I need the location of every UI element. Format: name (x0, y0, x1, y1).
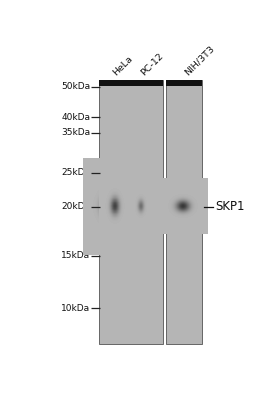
Text: SKP1: SKP1 (215, 200, 245, 213)
Text: 25kDa: 25kDa (61, 168, 90, 177)
Text: 20kDa: 20kDa (61, 202, 90, 211)
Text: 35kDa: 35kDa (61, 128, 90, 137)
Text: 50kDa: 50kDa (61, 82, 90, 91)
Text: HeLa: HeLa (111, 54, 134, 77)
Text: 40kDa: 40kDa (61, 113, 90, 122)
Bar (99, 80, 163, 344)
Bar (99, 80, 163, 86)
Bar (166, 80, 203, 344)
Text: NIH/3T3: NIH/3T3 (182, 44, 216, 77)
Text: 10kDa: 10kDa (61, 304, 90, 313)
Bar (166, 80, 203, 86)
Text: PC-12: PC-12 (139, 51, 165, 77)
Text: 15kDa: 15kDa (61, 252, 90, 260)
